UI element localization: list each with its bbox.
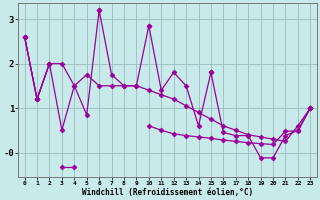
X-axis label: Windchill (Refroidissement éolien,°C): Windchill (Refroidissement éolien,°C) bbox=[82, 188, 253, 197]
